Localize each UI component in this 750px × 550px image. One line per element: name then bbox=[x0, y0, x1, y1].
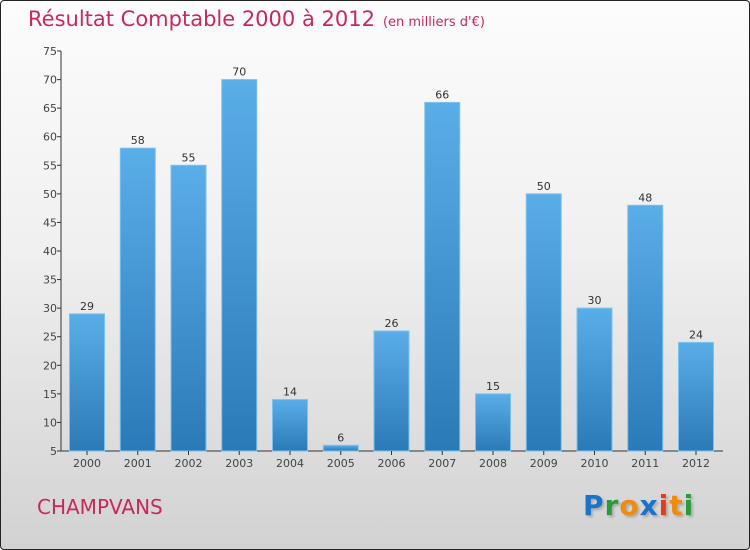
bar-2002 bbox=[170, 164, 207, 452]
x-tick-label: 2001 bbox=[124, 457, 152, 470]
bar-2000 bbox=[69, 313, 105, 452]
x-tick-label: 2000 bbox=[73, 457, 101, 470]
data-label-2011: 48 bbox=[638, 191, 652, 204]
bar-2011 bbox=[627, 204, 664, 452]
y-tick-label: 55 bbox=[43, 159, 57, 172]
bar-2012 bbox=[678, 341, 714, 452]
x-tick-label: 2008 bbox=[479, 457, 507, 470]
data-label-2012: 24 bbox=[689, 328, 703, 341]
y-tick-label: 30 bbox=[43, 302, 57, 315]
data-label-2002: 55 bbox=[182, 151, 196, 164]
title-text: Résultat Comptable 2000 à 2012 bbox=[28, 7, 375, 31]
y-tick-label: 5 bbox=[50, 445, 57, 458]
data-label-2008: 15 bbox=[486, 380, 500, 393]
logo-letter: P bbox=[583, 489, 605, 522]
x-tick-label: 2004 bbox=[276, 457, 304, 470]
logo-letter: i bbox=[658, 489, 670, 522]
logo-letter: t bbox=[669, 489, 684, 522]
data-label-2007: 66 bbox=[435, 88, 449, 101]
bar-2006 bbox=[373, 330, 410, 452]
x-tick-label: 2012 bbox=[682, 457, 710, 470]
bar-2009 bbox=[525, 193, 562, 452]
bar-2004 bbox=[272, 399, 308, 452]
data-label-2004: 14 bbox=[283, 386, 297, 399]
logo-letter: x bbox=[639, 489, 659, 522]
logo-letter: i bbox=[683, 489, 695, 522]
commune-name: CHAMPVANS bbox=[37, 495, 163, 519]
chart-subtitle: (en milliers d'€) bbox=[382, 15, 485, 30]
bar-2008 bbox=[475, 393, 511, 452]
x-tick-label: 2006 bbox=[378, 457, 406, 470]
y-tick-label: 50 bbox=[43, 188, 57, 201]
data-label-2005: 6 bbox=[337, 431, 344, 444]
x-tick-label: 2011 bbox=[631, 457, 659, 470]
bar-2001 bbox=[119, 147, 156, 452]
data-label-2000: 29 bbox=[80, 300, 94, 313]
y-tick-label: 45 bbox=[43, 216, 57, 229]
bar-2005 bbox=[322, 444, 359, 452]
y-tick-label: 25 bbox=[43, 331, 57, 344]
data-label-2010: 30 bbox=[588, 294, 602, 307]
y-tick-label: 15 bbox=[43, 388, 57, 401]
y-tick-label: 75 bbox=[43, 45, 57, 58]
y-tick-label: 60 bbox=[43, 131, 57, 144]
data-label-2003: 70 bbox=[232, 66, 246, 79]
data-label-2009: 50 bbox=[537, 180, 551, 193]
y-tick-label: 40 bbox=[43, 245, 57, 258]
x-tick-label: 2010 bbox=[581, 457, 609, 470]
bar-2007 bbox=[424, 101, 461, 452]
y-tick-label: 70 bbox=[43, 74, 57, 87]
data-label-2001: 58 bbox=[131, 134, 145, 147]
y-tick-label: 10 bbox=[43, 416, 57, 429]
proxiti-logo: Proxiti bbox=[583, 489, 694, 522]
logo-letter: o bbox=[619, 489, 640, 522]
y-tick-label: 20 bbox=[43, 359, 57, 372]
bar-2010 bbox=[576, 307, 613, 452]
y-tick-label: 35 bbox=[43, 274, 57, 287]
y-tick-label: 65 bbox=[43, 102, 57, 115]
x-tick-label: 2009 bbox=[530, 457, 558, 470]
x-tick-label: 2002 bbox=[175, 457, 203, 470]
data-label-2006: 26 bbox=[385, 317, 399, 330]
x-tick-label: 2005 bbox=[327, 457, 355, 470]
bar-2003 bbox=[221, 79, 258, 452]
chart-title: Résultat Comptable 2000 à 2012 (en millie… bbox=[28, 7, 485, 31]
x-tick-label: 2003 bbox=[225, 457, 253, 470]
logo-letter: r bbox=[604, 489, 620, 522]
x-tick-label: 2007 bbox=[428, 457, 456, 470]
